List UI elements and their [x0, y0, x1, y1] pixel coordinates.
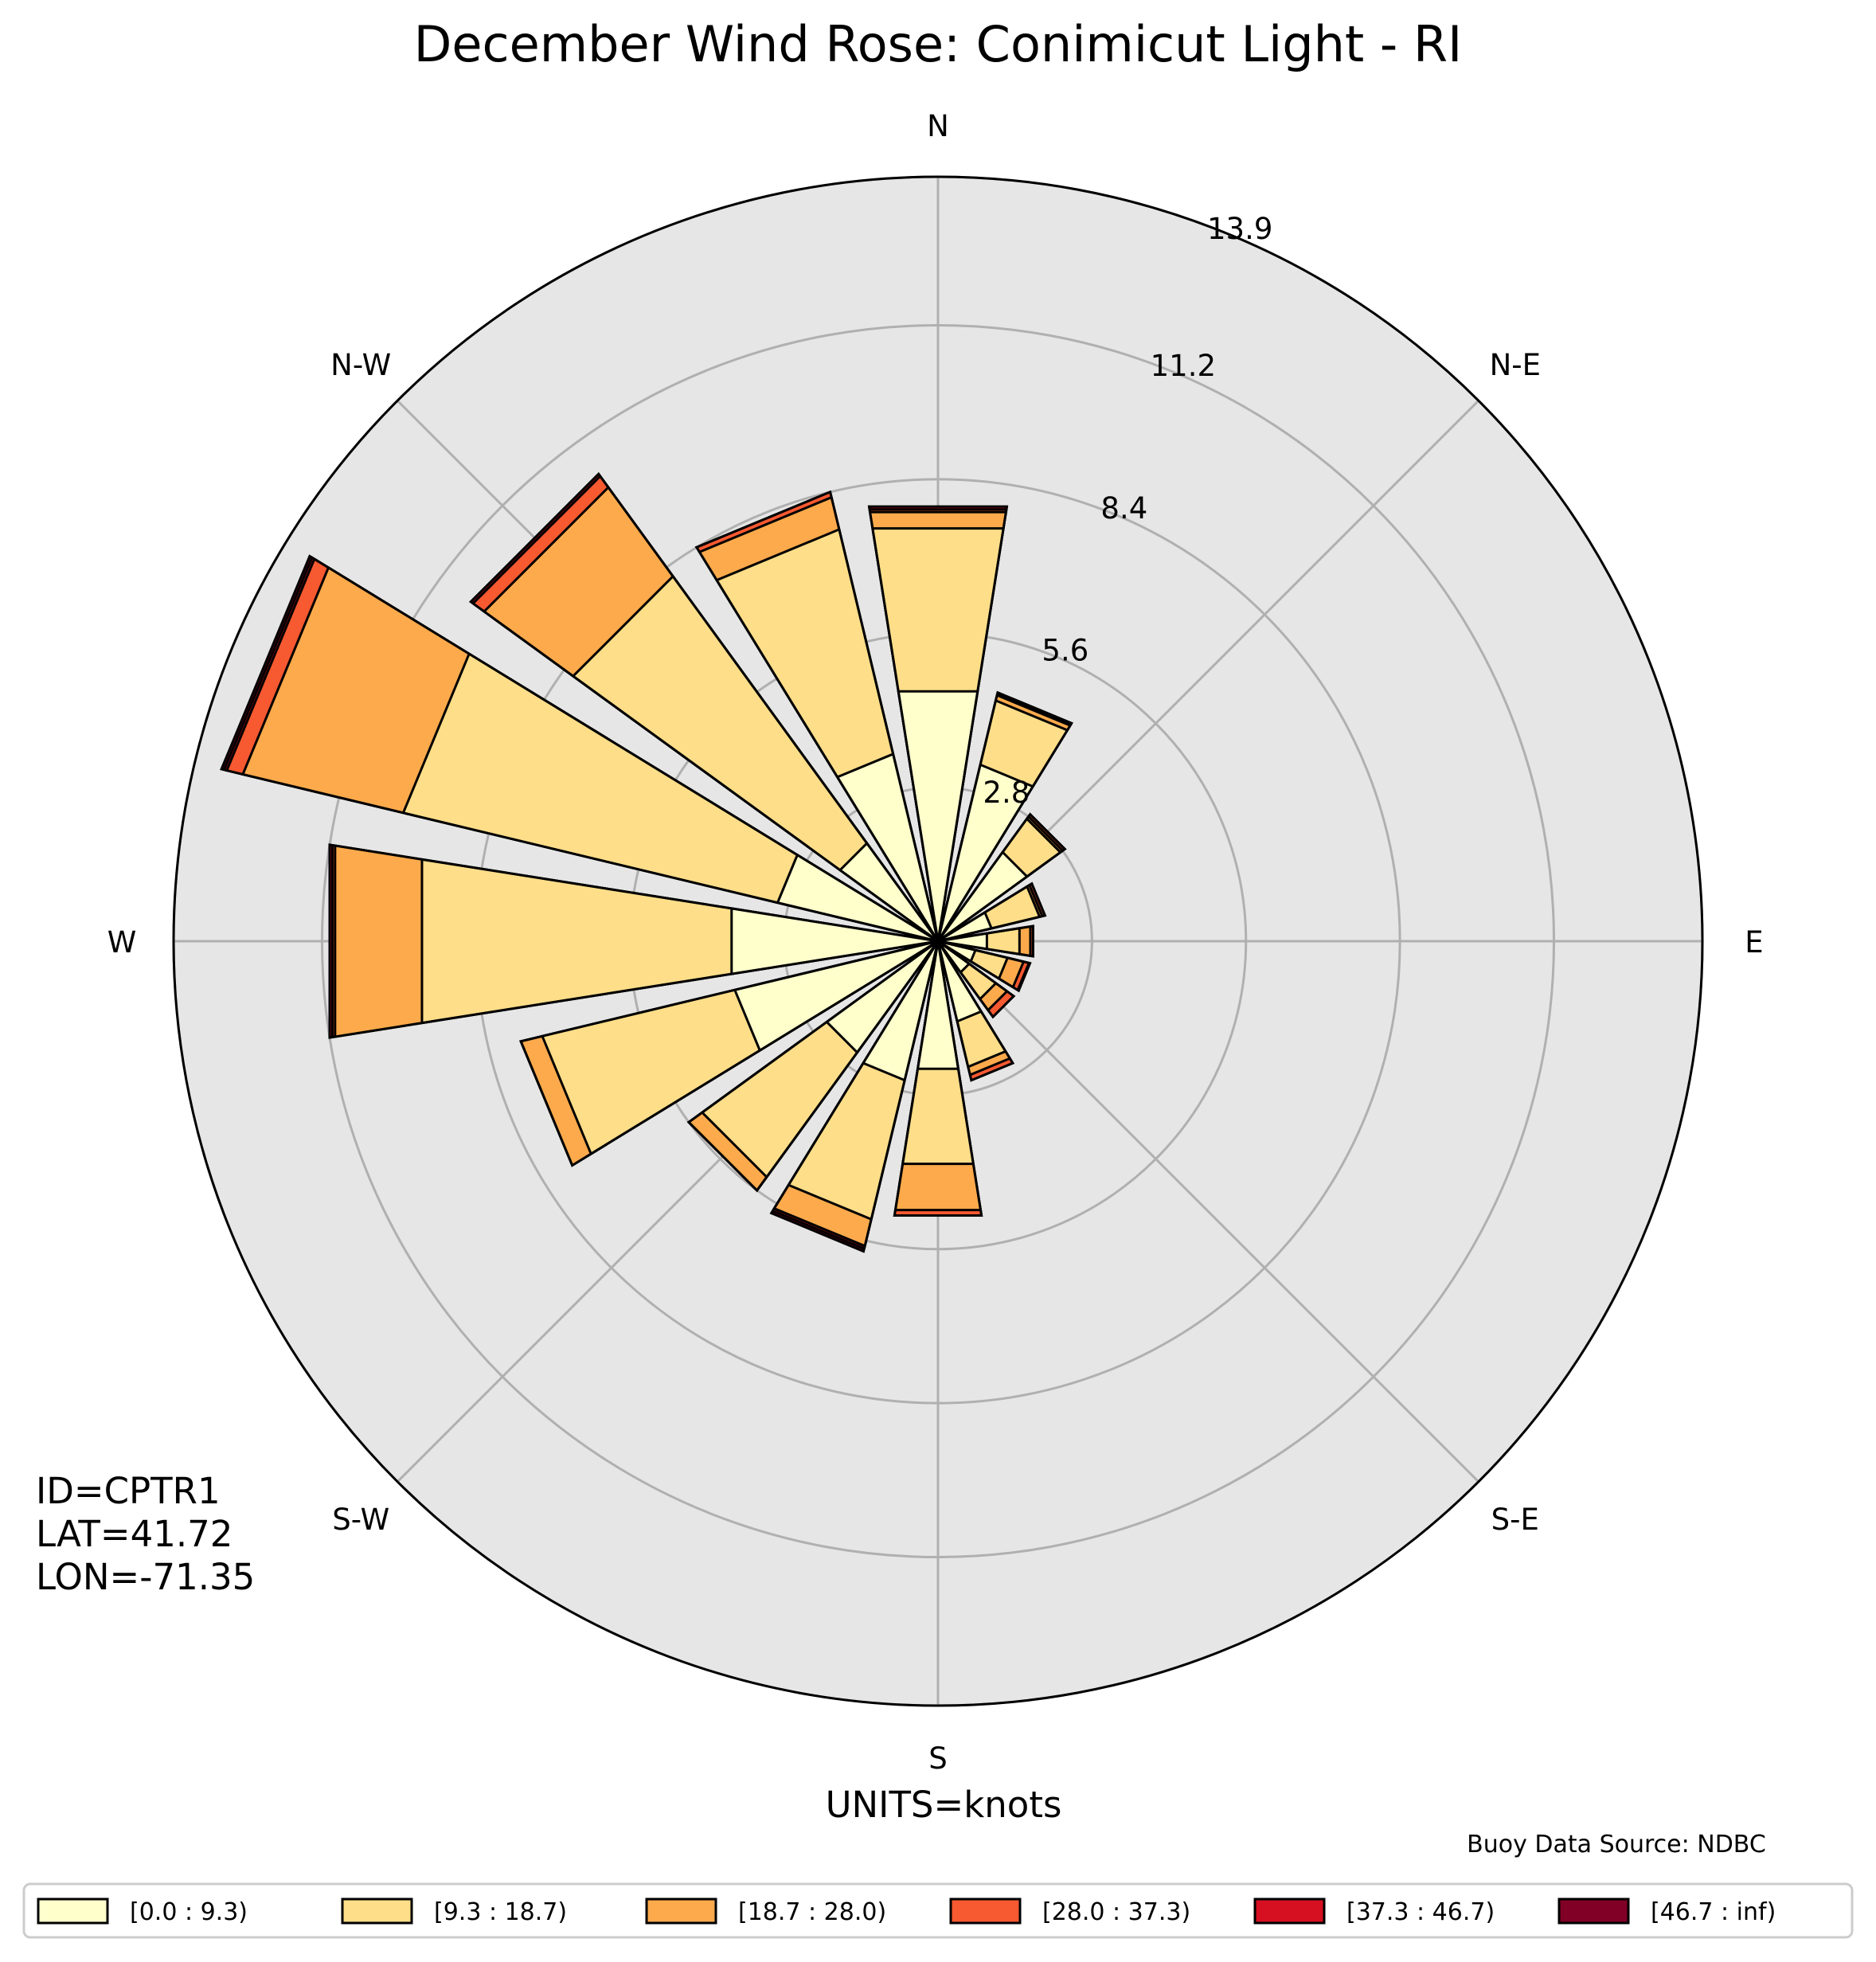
legend-swatch [645, 1898, 717, 1925]
legend: [0.0 : 9.3) [9.3 : 18.7) [18.7 : 28.0) [28.… [22, 1882, 1854, 1939]
direction-labels: N N-E E S-E S S-W W N-W [107, 109, 1764, 1776]
wind-bar-segment [420, 858, 939, 1025]
wind-bar-segment [936, 850, 1030, 943]
wind-bar-segment [897, 690, 979, 942]
direction-label: N-W [330, 348, 391, 382]
station-lon: LON=-71.35 [36, 1556, 255, 1598]
wind-bar-segment [835, 752, 940, 942]
radial-tick-label: 5.6 [1042, 633, 1088, 667]
radial-tick-labels: 2.8 5.6 8.4 11.2 13.9 [983, 212, 1272, 810]
wind-bar-segment [937, 910, 994, 943]
station-id: ID=CPTR1 [36, 1470, 221, 1512]
wind-bar-segment [936, 763, 1035, 942]
legend-swatch [341, 1898, 413, 1925]
wind-bar-segment [861, 940, 940, 1082]
wind-bar-segment [916, 940, 960, 1070]
wind-bar-segment [838, 841, 940, 943]
wind-bar-segment [776, 853, 939, 943]
wind-bar-segment [936, 940, 971, 975]
radial-tick-label: 13.9 [1207, 212, 1272, 246]
legend-label: [37.3 : 46.7) [1346, 1898, 1495, 1926]
chart-title: December Wind Rose: Conimicut Light - RI [414, 15, 1463, 73]
data-source-label: Buoy Data Source: NDBC [1467, 1831, 1766, 1858]
legend-label: [0.0 : 9.3) [130, 1898, 248, 1926]
wind-bar-segment [936, 940, 983, 1023]
legend-swatch [1557, 1898, 1630, 1925]
radial-tick-label: 11.2 [1151, 349, 1216, 383]
direction-label: S [928, 1741, 948, 1776]
wind-bar-segment [730, 907, 939, 975]
direction-label: E [1745, 925, 1763, 960]
wind-bars [220, 472, 1073, 1253]
direction-label: N [927, 109, 949, 143]
direction-label: W [107, 925, 137, 960]
legend-swatch [949, 1898, 1022, 1925]
wind-bar-segment [937, 940, 978, 963]
direction-label: S-E [1491, 1503, 1539, 1537]
radial-tick-label: 8.4 [1100, 491, 1147, 526]
legend-label: [28.0 : 37.3) [1042, 1898, 1190, 1926]
polar-frame [172, 175, 1704, 1707]
legend-swatch [37, 1898, 109, 1925]
grid-spoke [936, 940, 1479, 1483]
legend-label: [9.3 : 18.7) [434, 1898, 567, 1926]
legend-frame [22, 1882, 1854, 1939]
legend-label: [18.7 : 28.0) [738, 1898, 886, 1926]
station-lat: LAT=41.72 [36, 1513, 233, 1555]
direction-label: S-W [332, 1503, 389, 1537]
wind-bar-segment [571, 574, 940, 943]
radial-tick-label: 2.8 [983, 776, 1030, 810]
legend-label: [46.7 : inf) [1651, 1898, 1776, 1926]
legend-swatch [1253, 1898, 1326, 1925]
wind-bar-segment [733, 940, 939, 1053]
wind-bar-segment [825, 940, 940, 1054]
wind-bar-segment [937, 932, 988, 951]
units-label: UNITS=knots [826, 1784, 1062, 1826]
direction-label: N-E [1490, 348, 1541, 382]
